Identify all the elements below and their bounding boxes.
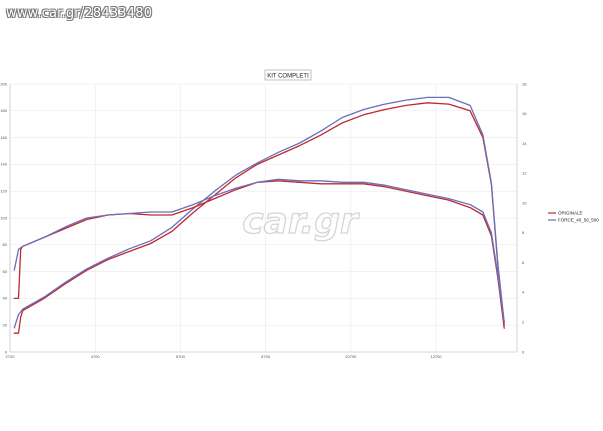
watermark-url: www.car.gr/28433480 [6,6,153,21]
x-tick-label-3: 8700 [261,354,271,359]
y-left-tick-label-9: 180 [0,108,7,113]
y-right-tick-label-4: 8 [522,230,525,235]
y-left-tick-label-1: 20 [3,323,8,328]
y-right-tick-label-0: 0 [522,349,525,354]
x-tick-label-4: 10700 [345,354,357,359]
legend: ORIGINALE FORCE_40_56_500 [548,211,599,223]
series-lines [13,96,505,334]
chart-title-box: KIT COMPLETI [264,69,312,81]
y-right-tick-label-6: 12 [522,171,527,176]
x-axis-ticks: 2700 4700 6700 8700 10700 12700 [6,354,443,359]
y-right-tick-label-7: 14 [522,141,527,146]
x-tick-label-0: 2700 [6,354,16,359]
series-power-0 [13,102,505,334]
y-left-tick-label-2: 40 [3,296,8,301]
y-left-tick-label-10: 200 [0,81,7,86]
y-right-tick-label-8: 16 [522,111,527,116]
y-right-tick-label-9: 18 [522,81,527,86]
watermark-logo-text: car.gr [242,201,360,242]
y-right-tick-label-1: 2 [522,320,525,325]
y-right-tick-label-2: 4 [522,290,525,295]
y-left-tick-label-6: 120 [0,189,7,194]
y-left-tick-label-8: 160 [0,135,7,140]
x-tick-label-1: 4700 [91,354,101,359]
x-tick-label-5: 12700 [430,354,442,359]
y-axis-left-ticks: 0 20 40 60 80 100 120 140 160 180 200 [0,81,7,354]
y-left-tick-label-4: 80 [3,242,8,247]
chart-title: KIT COMPLETI [267,74,309,80]
y-left-tick-label-5: 100 [0,215,7,220]
x-tick-label-2: 6700 [176,354,186,359]
y-right-tick-label-5: 10 [522,200,527,205]
y-left-tick-label-0: 0 [5,349,8,354]
y-left-tick-label-3: 60 [3,269,8,274]
y-right-tick-label-3: 6 [522,260,525,265]
chart-axes [9,84,518,353]
legend-label-0: ORIGINALE [558,211,583,216]
series-power-1 [13,96,505,329]
y-axis-right-ticks: 0 2 4 6 8 10 12 14 16 18 [522,81,527,354]
y-left-tick-label-7: 140 [0,162,7,167]
legend-label-1: FORCE_40_56_500 [558,218,599,223]
series-torque-3 [13,178,505,323]
